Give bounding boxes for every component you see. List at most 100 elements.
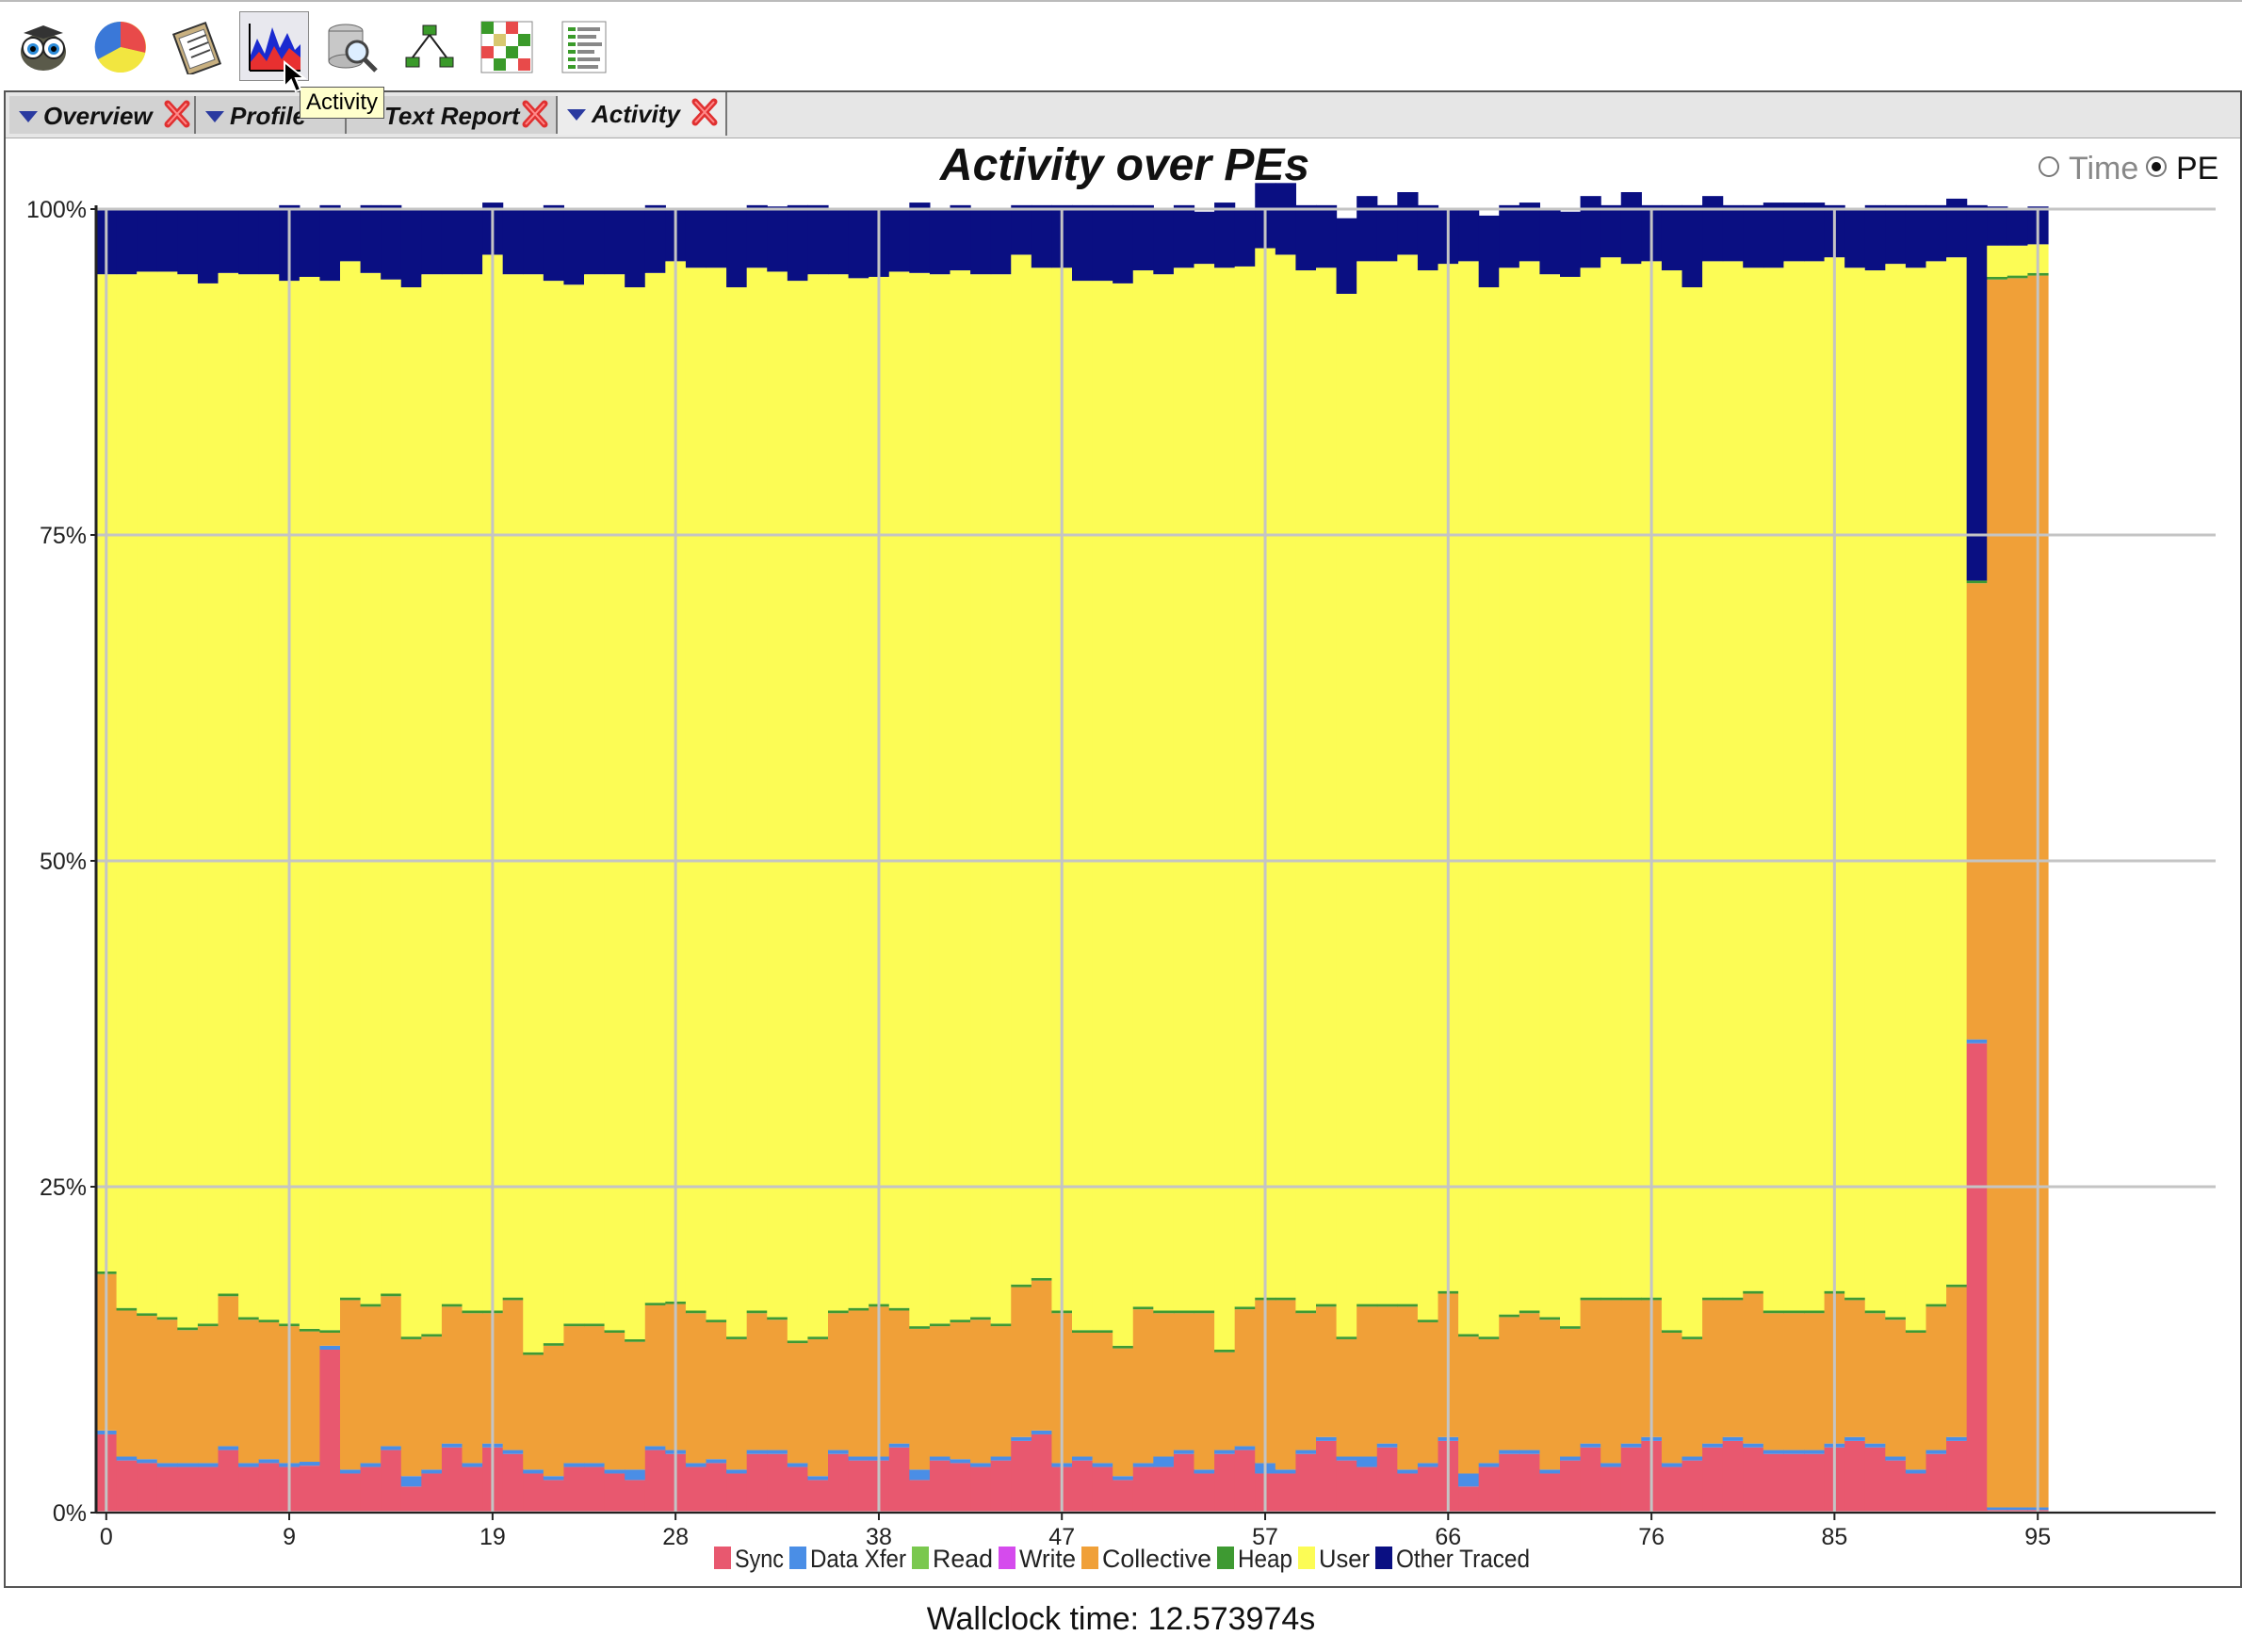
profile-button[interactable] bbox=[85, 11, 154, 81]
bar-segment-user-pe-73 bbox=[1580, 267, 1601, 1298]
bar-segment-sync-pe-10 bbox=[299, 1466, 321, 1513]
bar-segment-collective-pe-36 bbox=[828, 1313, 850, 1450]
bar-segment-collective-pe-44 bbox=[990, 1326, 1012, 1457]
bar-segment-other_traced-pe-35 bbox=[807, 204, 829, 275]
bar-segment-data_xfer-pe-36 bbox=[828, 1450, 850, 1454]
bar-segment-collective-pe-3 bbox=[156, 1320, 178, 1464]
bar-segment-data_xfer-pe-12 bbox=[340, 1469, 362, 1474]
tab-menu-icon[interactable] bbox=[205, 111, 224, 122]
pe-radio[interactable] bbox=[2146, 156, 2167, 177]
bar-segment-sync-pe-55 bbox=[1214, 1453, 1236, 1513]
bar-segment-sync-pe-83 bbox=[1783, 1453, 1805, 1513]
bar-segment-heap-pe-14 bbox=[381, 1293, 402, 1297]
bar-segment-other_traced-pe-22 bbox=[543, 204, 565, 282]
bar-segment-collective-pe-87 bbox=[1864, 1313, 1886, 1444]
matrix-button[interactable] bbox=[471, 11, 541, 81]
bar-segment-user-pe-59 bbox=[1295, 270, 1317, 1311]
bar-segment-collective-pe-40 bbox=[909, 1328, 931, 1470]
bar-segment-collective-pe-94 bbox=[2006, 278, 2029, 1508]
bar-segment-sync-pe-62 bbox=[1357, 1466, 1378, 1513]
close-icon[interactable] bbox=[164, 100, 190, 135]
tab-menu-icon[interactable] bbox=[19, 111, 38, 122]
bar-segment-data_xfer-pe-24 bbox=[584, 1463, 606, 1467]
bar-segment-collective-pe-77 bbox=[1661, 1333, 1683, 1464]
x-tick-label: 0 bbox=[100, 1524, 113, 1550]
bar-segment-sync-pe-36 bbox=[828, 1453, 850, 1513]
bar-segment-collective-pe-81 bbox=[1743, 1293, 1764, 1444]
bar-segment-other_traced-pe-62 bbox=[1357, 196, 1378, 262]
list-report-button[interactable] bbox=[548, 11, 618, 81]
bar-segment-user-pe-49 bbox=[1092, 281, 1113, 1331]
bar-segment-sync-pe-58 bbox=[1275, 1473, 1297, 1513]
bar-segment-collective-pe-43 bbox=[970, 1320, 992, 1464]
text-report-button[interactable] bbox=[162, 11, 232, 81]
bar-segment-other_traced-pe-61 bbox=[1336, 218, 1357, 294]
bar-segment-sync-pe-11 bbox=[319, 1350, 341, 1513]
bar-segment-user-pe-3 bbox=[156, 271, 178, 1318]
bar-segment-heap-pe-18 bbox=[462, 1310, 483, 1314]
bar-segment-user-pe-33 bbox=[767, 271, 788, 1318]
time-radio[interactable] bbox=[2039, 156, 2059, 177]
bar-segment-collective-pe-11 bbox=[319, 1333, 341, 1346]
bar-segment-user-pe-37 bbox=[848, 278, 869, 1308]
bar-segment-other_traced-pe-45 bbox=[1011, 204, 1032, 255]
bar-segment-collective-pe-68 bbox=[1478, 1338, 1500, 1464]
bar-segment-user-pe-68 bbox=[1478, 287, 1500, 1337]
bar-segment-other_traced-pe-75 bbox=[1620, 192, 1642, 265]
close-icon[interactable] bbox=[691, 98, 718, 133]
x-tick-label: 95 bbox=[2024, 1524, 2051, 1550]
bar-segment-other_traced-pe-26 bbox=[625, 209, 646, 288]
bar-segment-collective-pe-8 bbox=[258, 1321, 280, 1460]
tab-overview[interactable]: Overview bbox=[9, 96, 196, 134]
database-search-button[interactable] bbox=[317, 11, 386, 81]
bar-segment-other_traced-pe-37 bbox=[848, 209, 869, 279]
bar-segment-sync-pe-15 bbox=[400, 1486, 422, 1513]
bar-segment-heap-pe-37 bbox=[848, 1307, 869, 1311]
bar-segment-other_traced-pe-82 bbox=[1763, 202, 1785, 268]
bar-segment-data_xfer-pe-11 bbox=[319, 1345, 341, 1350]
bar-segment-other_traced-pe-23 bbox=[563, 209, 585, 285]
bar-segment-sync-pe-13 bbox=[360, 1466, 382, 1513]
overview-button[interactable] bbox=[8, 11, 77, 81]
bar-segment-user-pe-77 bbox=[1661, 270, 1683, 1331]
tab-activity[interactable]: Activity bbox=[558, 92, 727, 136]
bar-segment-data_xfer-pe-74 bbox=[1600, 1463, 1622, 1467]
bar-segment-other_traced-pe-90 bbox=[1925, 204, 1947, 262]
bar-segment-data_xfer-pe-94 bbox=[2006, 1507, 2029, 1511]
bar-segment-heap-pe-69 bbox=[1499, 1314, 1520, 1318]
bar-segment-collective-pe-2 bbox=[137, 1316, 158, 1460]
close-icon[interactable] bbox=[522, 100, 548, 135]
tree-button[interactable] bbox=[394, 11, 463, 81]
y-tick-label: 0% bbox=[53, 1500, 87, 1527]
bar-segment-user-pe-82 bbox=[1763, 267, 1785, 1311]
legend-swatch-other_traced bbox=[1375, 1547, 1392, 1569]
bar-segment-heap-pe-93 bbox=[1987, 276, 2008, 280]
legend-label-other_traced: Other Traced bbox=[1396, 1545, 1530, 1573]
bar-segment-other_traced-pe-69 bbox=[1499, 204, 1520, 268]
x-tick-label: 38 bbox=[866, 1524, 892, 1550]
bar-segment-collective-pe-31 bbox=[726, 1338, 748, 1470]
bar-segment-user-pe-46 bbox=[1031, 267, 1053, 1278]
bar-segment-heap-pe-79 bbox=[1702, 1297, 1724, 1301]
x-tick-label: 47 bbox=[1048, 1524, 1075, 1550]
bar-segment-data_xfer-pe-18 bbox=[462, 1463, 483, 1467]
bar-segment-sync-pe-8 bbox=[258, 1463, 280, 1513]
bar-segment-sync-pe-35 bbox=[807, 1480, 829, 1513]
bar-segment-data_xfer-pe-40 bbox=[909, 1469, 931, 1481]
activity-button[interactable] bbox=[239, 11, 309, 81]
bar-segment-user-pe-63 bbox=[1376, 261, 1398, 1304]
tab-text-report[interactable]: Text Report bbox=[347, 96, 558, 134]
tab-menu-icon[interactable] bbox=[567, 109, 586, 121]
bar-segment-user-pe-34 bbox=[787, 281, 809, 1341]
bar-segment-collective-pe-17 bbox=[441, 1306, 463, 1444]
bar-segment-data_xfer-pe-42 bbox=[950, 1459, 971, 1464]
bar-segment-user-pe-69 bbox=[1499, 267, 1520, 1315]
bar-segment-user-pe-52 bbox=[1153, 274, 1175, 1311]
bar-segment-collective-pe-74 bbox=[1600, 1300, 1622, 1464]
bar-segment-user-pe-32 bbox=[746, 267, 768, 1311]
bar-segment-collective-pe-83 bbox=[1783, 1313, 1805, 1450]
bar-segment-sync-pe-29 bbox=[685, 1466, 707, 1513]
legend-label-user: User bbox=[1319, 1545, 1370, 1573]
bar-segment-sync-pe-91 bbox=[1946, 1440, 1968, 1513]
bar-segment-user-pe-56 bbox=[1234, 266, 1256, 1307]
